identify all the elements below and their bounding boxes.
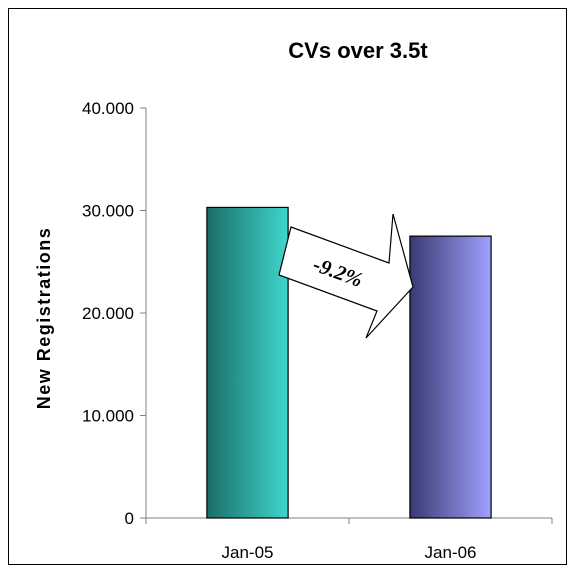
x-tick-labels: Jan-05 Jan-06 xyxy=(222,543,477,562)
y-tick-label: 10.000 xyxy=(82,407,134,426)
y-axis-label: New Registrations xyxy=(34,227,54,410)
y-ticks: 0 10.000 20.000 30.000 40.000 xyxy=(82,99,146,528)
x-tick-label: Jan-06 xyxy=(425,543,477,562)
y-tick-label: 40.000 xyxy=(82,99,134,118)
chart-title: CVs over 3.5t xyxy=(288,38,428,63)
y-tick-label: 20.000 xyxy=(82,304,134,323)
y-tick-label: 30.000 xyxy=(82,202,134,221)
bars xyxy=(206,206,492,519)
bar-jan-05 xyxy=(206,206,289,519)
y-tick-label: 0 xyxy=(125,509,134,528)
x-tick-label: Jan-05 xyxy=(222,543,274,562)
change-arrow-shape xyxy=(278,213,414,339)
change-arrow: -9.2% xyxy=(278,213,414,339)
bar-jan-06 xyxy=(409,235,492,519)
